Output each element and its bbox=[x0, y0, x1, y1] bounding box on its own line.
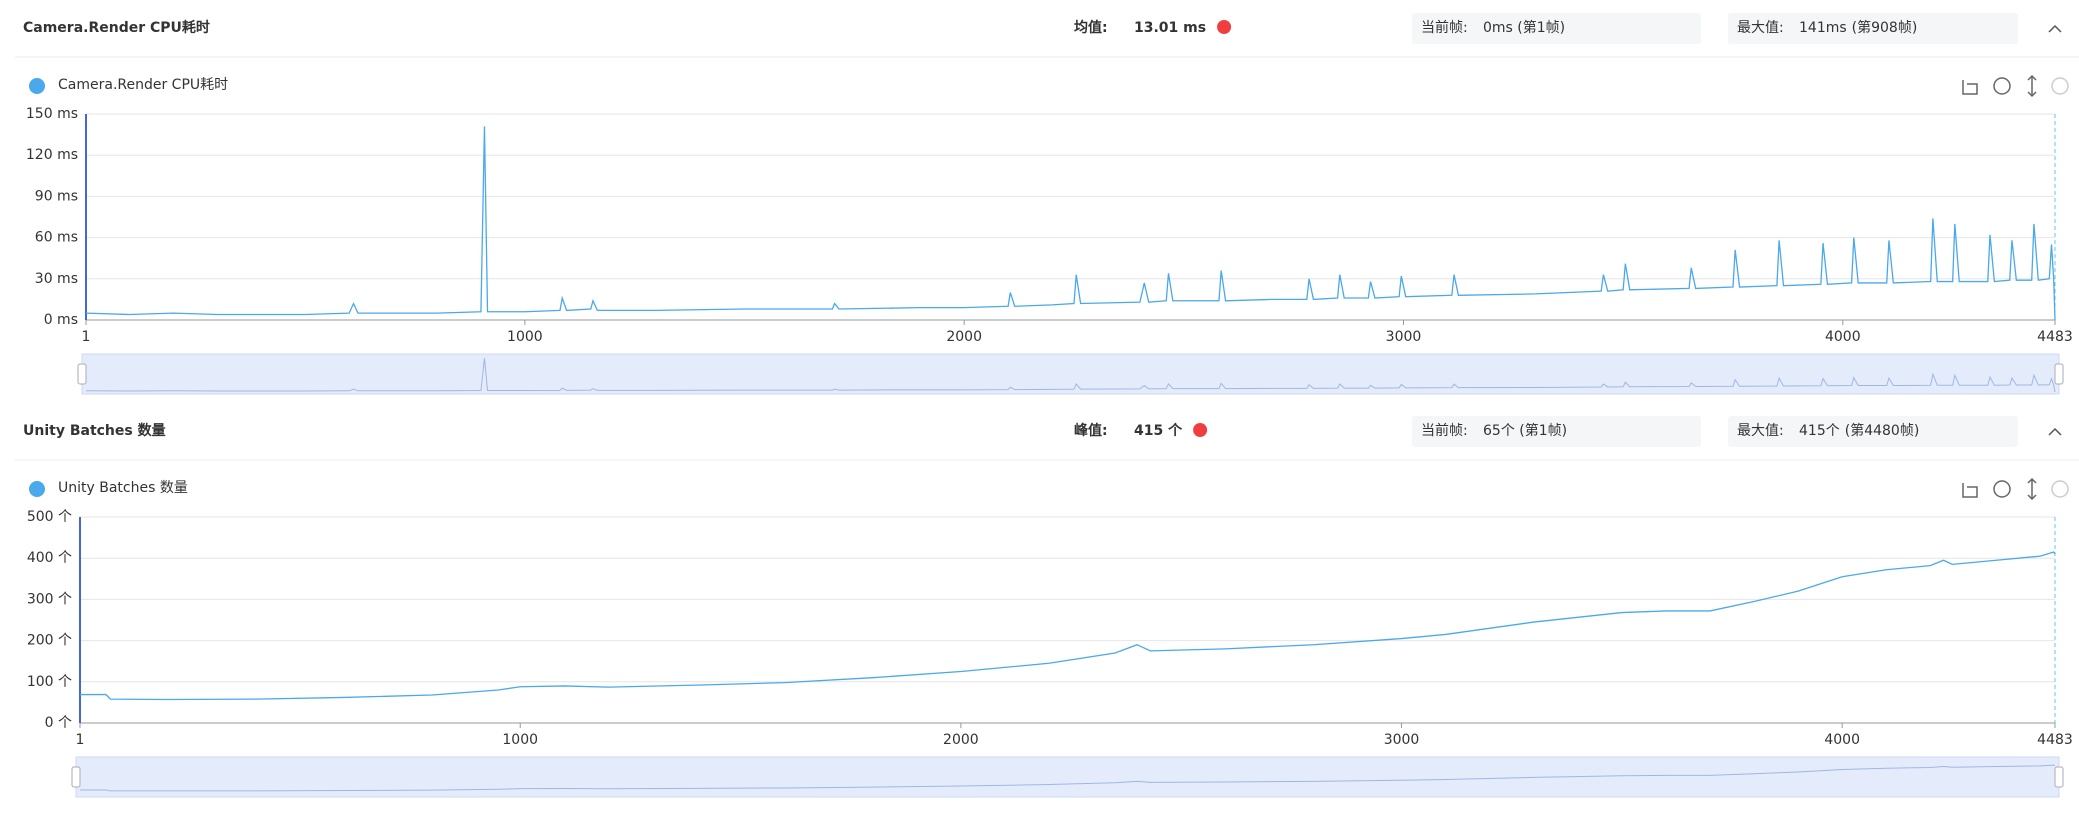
y-tick-label: 0 个 bbox=[45, 715, 72, 731]
x-tick-label: 3000 bbox=[1386, 329, 1422, 345]
legend-label: Camera.Render CPU耗时 bbox=[58, 77, 228, 93]
x-tick-label: 1 bbox=[76, 732, 85, 748]
y-tick-label: 30 ms bbox=[35, 271, 78, 287]
restore-icon[interactable] bbox=[1962, 483, 1978, 498]
zoom-handle[interactable] bbox=[71, 766, 81, 788]
alert-icon bbox=[1193, 423, 1208, 437]
refresh-icon[interactable] bbox=[1993, 480, 2011, 498]
zoom-handle[interactable] bbox=[77, 363, 87, 385]
zoom-y-icon[interactable] bbox=[2027, 477, 2037, 501]
zoom-preview bbox=[85, 358, 2056, 393]
y-tick-label: 0 ms bbox=[44, 312, 78, 328]
current-box bbox=[1412, 416, 1701, 447]
panel-title: Unity Batches 数量 bbox=[23, 422, 166, 439]
y-tick-label: 500 个 bbox=[27, 509, 72, 525]
y-tick-label: 100 个 bbox=[27, 674, 72, 690]
current-box bbox=[1412, 13, 1701, 44]
max-frame-link[interactable]: (第908帧) bbox=[1852, 19, 1918, 36]
max-value: 141ms bbox=[1799, 20, 1847, 36]
max-box bbox=[1728, 416, 2018, 447]
y-tick-label: 150 ms bbox=[26, 106, 78, 122]
x-tick-label: 4000 bbox=[1825, 329, 1861, 345]
current-label: 当前帧: bbox=[1421, 19, 1468, 36]
x-tick-label: 4483 bbox=[2037, 329, 2073, 345]
alert-icon bbox=[1217, 20, 1232, 34]
y-tick-label: 200 个 bbox=[27, 633, 72, 649]
zoom-handle[interactable] bbox=[2054, 363, 2064, 385]
zoom-handle[interactable] bbox=[2054, 766, 2064, 788]
x-tick-label: 4000 bbox=[1824, 732, 1860, 748]
zoom-slider bbox=[75, 756, 2060, 798]
max-frame-link[interactable]: (第4480帧) bbox=[1845, 422, 1920, 439]
x-tick-label: 1000 bbox=[502, 732, 538, 748]
x-tick-label: 2000 bbox=[943, 732, 979, 748]
legend-label: Unity Batches 数量 bbox=[58, 480, 188, 496]
current-value: 65个 (第1帧) bbox=[1483, 422, 1567, 439]
zoom-y-icon[interactable] bbox=[2027, 74, 2037, 98]
collapse-icon[interactable] bbox=[2048, 24, 2062, 33]
back-icon[interactable] bbox=[2051, 77, 2069, 95]
back-icon[interactable] bbox=[2051, 480, 2069, 498]
x-tick-label: 2000 bbox=[946, 329, 982, 345]
x-tick-label: 1000 bbox=[507, 329, 543, 345]
stat-label: 均值: bbox=[1074, 19, 1108, 36]
max-label: 最大值: bbox=[1737, 423, 1784, 439]
y-tick-label: 300 个 bbox=[27, 591, 72, 607]
series-line bbox=[80, 551, 2056, 701]
stat-label: 峰值: bbox=[1074, 422, 1108, 439]
max-box bbox=[1728, 13, 2018, 44]
zoom-slider bbox=[81, 353, 2060, 395]
stat-value: 13.01 ms bbox=[1134, 20, 1206, 36]
series-line bbox=[85, 126, 2056, 321]
panel-title: Camera.Render CPU耗时 bbox=[23, 19, 210, 36]
x-tick-label: 4483 bbox=[2037, 732, 2073, 748]
max-label: 最大值: bbox=[1737, 20, 1784, 36]
current-label: 当前帧: bbox=[1421, 422, 1468, 439]
x-tick-label: 3000 bbox=[1384, 732, 1420, 748]
y-tick-label: 120 ms bbox=[26, 147, 78, 163]
current-value: 0ms (第1帧) bbox=[1483, 19, 1565, 36]
zoom-preview bbox=[80, 764, 2056, 792]
max-value: 415个 bbox=[1799, 423, 1840, 439]
refresh-icon[interactable] bbox=[1993, 77, 2011, 95]
x-tick-label: 1 bbox=[82, 329, 91, 345]
y-tick-label: 60 ms bbox=[35, 230, 78, 246]
restore-icon[interactable] bbox=[1962, 80, 1978, 95]
legend-marker bbox=[29, 78, 45, 94]
collapse-icon[interactable] bbox=[2048, 427, 2062, 436]
y-tick-label: 90 ms bbox=[35, 188, 78, 204]
stat-value: 415 个 bbox=[1134, 422, 1183, 439]
y-tick-label: 400 个 bbox=[27, 550, 72, 566]
legend-marker bbox=[29, 481, 45, 497]
